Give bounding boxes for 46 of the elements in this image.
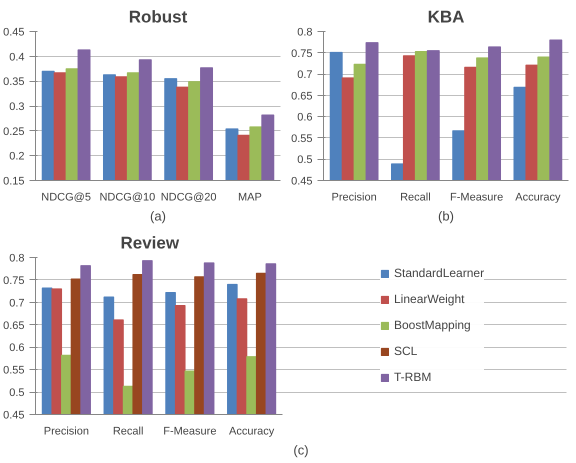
legend-label: LinearWeight: [394, 292, 464, 306]
y-tick-label: 0.45: [291, 176, 313, 188]
x-tick-label: NDCG@5: [41, 192, 91, 204]
x-axis-title: (a): [150, 208, 166, 224]
x-tick-label: Precision: [332, 192, 377, 204]
y-tick-label: 0.8: [297, 26, 313, 38]
y-tick-label: 0.75: [291, 48, 313, 60]
x-tick-label: F-Measure: [163, 426, 216, 438]
y-tick-label: 0.35: [3, 76, 25, 88]
y-tick-label: 0.45: [3, 26, 25, 38]
x-axis-title: (b): [438, 208, 454, 224]
x-tick-label: Accuracy: [228, 426, 275, 438]
legend-label: BoostMapping: [394, 318, 471, 332]
x-tick-label: NDCG@20: [160, 192, 217, 204]
x-axis-title: (c): [293, 442, 309, 458]
x-tick-label: Accuracy: [515, 192, 561, 204]
chart-title: Review: [120, 234, 180, 252]
legend-label: SCL: [394, 344, 418, 358]
y-tick-label: 0.65: [3, 320, 25, 332]
y-tick-label: 0.3: [9, 101, 25, 113]
chart-title: Robust: [128, 8, 188, 26]
y-tick-label: 0.5: [297, 154, 313, 166]
y-tick-label: 0.55: [3, 364, 25, 377]
y-tick-label: 0.75: [3, 274, 25, 287]
legend-label: T-RBM: [394, 370, 432, 384]
x-tick-label: Recall: [112, 426, 144, 438]
x-tick-label: NDCG@10: [99, 192, 156, 204]
y-tick-label: 0.7: [297, 69, 313, 82]
y-tick-label: 0.6: [9, 342, 25, 354]
y-tick-label: 0.65: [291, 90, 313, 102]
x-tick-label: Precision: [44, 426, 89, 438]
y-tick-label: 0.15: [3, 176, 25, 188]
y-tick-label: 0.6: [297, 112, 313, 124]
y-tick-label: 0.4: [9, 51, 25, 64]
y-tick-label: 0.5: [9, 387, 25, 400]
y-tick-label: 0.25: [3, 126, 25, 138]
y-tick-label: 0.55: [291, 132, 313, 145]
y-tick-label: 0.45: [3, 410, 25, 422]
y-tick-label: 0.8: [9, 252, 25, 264]
y-tick-label: 0.2: [9, 150, 25, 163]
chart-title: KBA: [428, 8, 464, 26]
x-tick-label: Recall: [400, 192, 431, 204]
y-tick-label: 0.7: [9, 297, 25, 310]
x-tick-label: MAP: [238, 192, 262, 204]
legend-label: StandardLearner: [394, 266, 484, 280]
x-tick-label: F-Measure: [450, 192, 504, 204]
